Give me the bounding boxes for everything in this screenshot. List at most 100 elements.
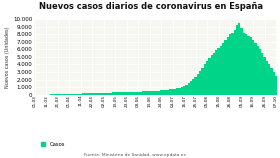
Bar xyxy=(61,94,64,95)
Bar xyxy=(91,93,93,95)
Bar xyxy=(234,30,236,95)
Bar xyxy=(130,92,132,95)
Bar xyxy=(100,93,102,95)
Bar xyxy=(64,94,66,95)
Bar xyxy=(241,28,243,95)
Bar xyxy=(192,79,195,95)
Bar xyxy=(254,43,256,95)
Bar xyxy=(197,74,199,95)
Bar xyxy=(229,34,231,95)
Bar xyxy=(148,91,151,95)
Bar xyxy=(155,91,158,95)
Bar xyxy=(256,46,259,95)
Bar xyxy=(206,61,208,95)
Bar xyxy=(252,40,254,95)
Bar xyxy=(93,93,96,95)
Bar xyxy=(201,68,204,95)
Bar xyxy=(224,40,227,95)
Bar xyxy=(54,94,57,95)
Bar xyxy=(181,87,183,95)
Bar xyxy=(109,93,112,95)
Bar xyxy=(146,91,148,95)
Bar xyxy=(89,93,91,95)
Bar xyxy=(98,93,100,95)
Bar xyxy=(263,57,266,95)
Bar xyxy=(218,48,220,95)
Bar xyxy=(80,94,82,95)
Bar xyxy=(57,94,59,95)
Bar xyxy=(215,50,218,95)
Bar xyxy=(84,93,87,95)
Bar xyxy=(165,90,167,95)
Bar xyxy=(231,33,234,95)
Legend: Casos: Casos xyxy=(41,142,65,147)
Bar xyxy=(247,36,250,95)
Text: Nuevos casos diarios de coronavirus en España: Nuevos casos diarios de coronavirus en E… xyxy=(39,2,263,11)
Bar xyxy=(238,23,241,95)
Bar xyxy=(245,34,247,95)
Bar xyxy=(112,92,114,95)
Bar xyxy=(116,92,119,95)
Bar xyxy=(208,58,211,95)
Bar xyxy=(151,91,153,95)
Bar xyxy=(105,93,107,95)
Bar xyxy=(123,92,125,95)
Bar xyxy=(70,94,73,95)
Bar xyxy=(261,53,263,95)
Bar xyxy=(135,92,137,95)
Bar xyxy=(50,94,52,95)
Bar xyxy=(268,64,270,95)
Bar xyxy=(190,81,192,95)
Bar xyxy=(66,94,68,95)
Bar xyxy=(174,89,176,95)
Bar xyxy=(171,89,174,95)
Bar xyxy=(162,90,165,95)
Bar xyxy=(158,91,160,95)
Bar xyxy=(52,94,54,95)
Bar xyxy=(199,71,201,95)
Bar xyxy=(275,76,277,95)
Bar xyxy=(211,55,213,95)
Bar xyxy=(139,91,142,95)
Bar xyxy=(114,92,116,95)
Bar xyxy=(185,85,188,95)
Bar xyxy=(236,25,238,95)
Bar xyxy=(132,92,135,95)
Text: Fuente: Ministerio de Sanidad, www.epdata.es: Fuente: Ministerio de Sanidad, www.epdat… xyxy=(84,153,186,157)
Bar xyxy=(243,33,245,95)
Bar xyxy=(144,91,146,95)
Bar xyxy=(75,94,77,95)
Bar xyxy=(273,72,275,95)
Bar xyxy=(176,88,178,95)
Bar xyxy=(204,64,206,95)
Bar xyxy=(227,37,229,95)
Bar xyxy=(178,88,181,95)
Bar xyxy=(128,92,130,95)
Bar xyxy=(259,49,261,95)
Bar xyxy=(160,90,162,95)
Bar xyxy=(121,92,123,95)
Bar xyxy=(119,92,121,95)
Bar xyxy=(222,43,224,95)
Y-axis label: Nuevos casos (Unidades): Nuevos casos (Unidades) xyxy=(5,26,10,88)
Bar xyxy=(59,94,61,95)
Bar xyxy=(250,37,252,95)
Bar xyxy=(213,53,215,95)
Bar xyxy=(153,91,155,95)
Bar xyxy=(266,61,268,95)
Bar xyxy=(142,91,144,95)
Bar xyxy=(68,94,70,95)
Bar xyxy=(102,93,105,95)
Bar xyxy=(195,77,197,95)
Bar xyxy=(77,94,80,95)
Bar xyxy=(82,93,84,95)
Bar xyxy=(87,93,89,95)
Bar xyxy=(73,94,75,95)
Bar xyxy=(96,93,98,95)
Bar xyxy=(137,92,139,95)
Bar xyxy=(220,46,222,95)
Bar xyxy=(169,89,171,95)
Bar xyxy=(183,86,185,95)
Bar xyxy=(107,93,109,95)
Bar xyxy=(270,68,273,95)
